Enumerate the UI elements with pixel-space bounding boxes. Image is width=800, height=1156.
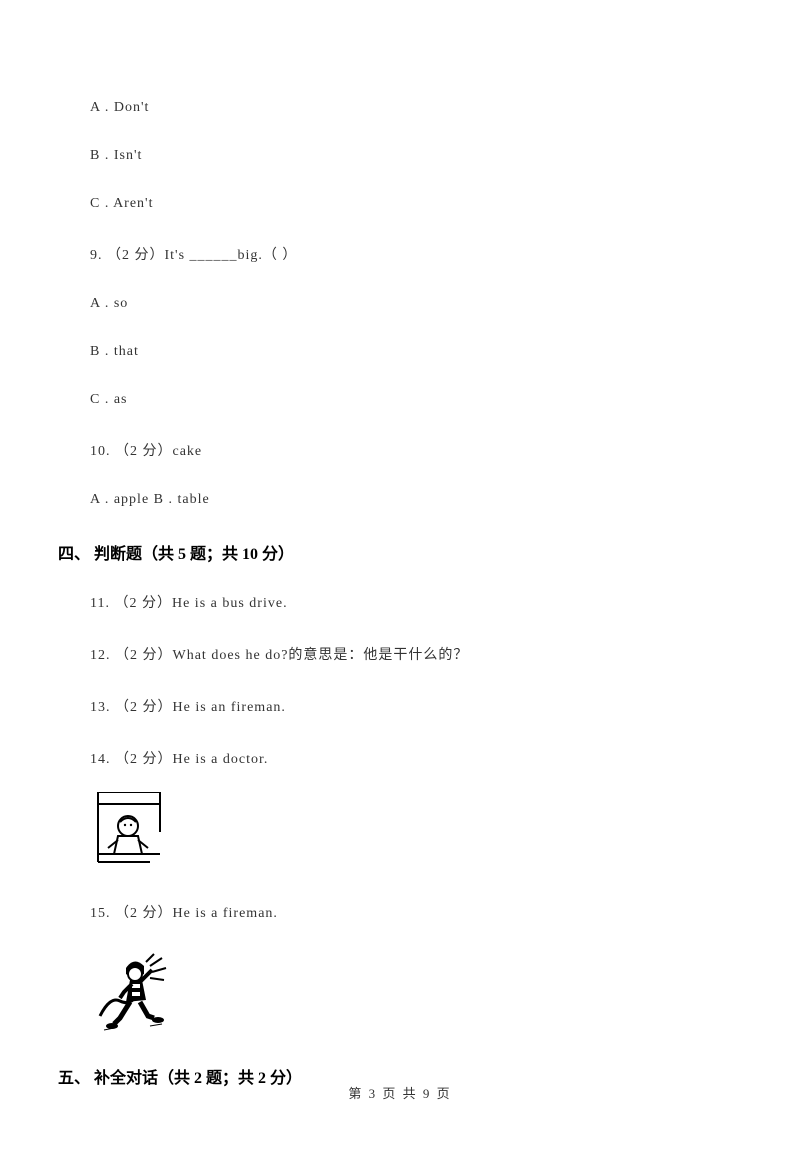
q11-stem: 11. （2 分）He is a bus drive. — [90, 592, 710, 612]
q8-option-b: B . Isn't — [90, 148, 710, 164]
q8-option-c: C . Aren't — [90, 196, 710, 212]
q15-image — [90, 946, 710, 1036]
q10-options: A . apple B . table — [90, 492, 710, 508]
q8-option-a: A . Don't — [90, 100, 710, 116]
q10-stem: 10. （2 分）cake — [90, 440, 710, 460]
q9-option-a: A . so — [90, 296, 710, 312]
q14-stem: 14. （2 分）He is a doctor. — [90, 748, 710, 768]
q9-stem: 9. （2 分）It's ______big.（ ） — [90, 244, 710, 264]
q14-image — [90, 792, 710, 874]
q15-stem: 15. （2 分）He is a fireman. — [90, 902, 710, 922]
section-4-header: 四、 判断题（共 5 题；共 10 分） — [58, 540, 710, 564]
q9-option-c: C . as — [90, 392, 710, 408]
q12-stem: 12. （2 分）What does he do?的意思是：他是干什么的？ — [90, 644, 710, 664]
page-footer: 第 3 页 共 9 页 — [0, 1083, 800, 1102]
q9-option-b: B . that — [90, 344, 710, 360]
q13-stem: 13. （2 分）He is an fireman. — [90, 696, 710, 716]
